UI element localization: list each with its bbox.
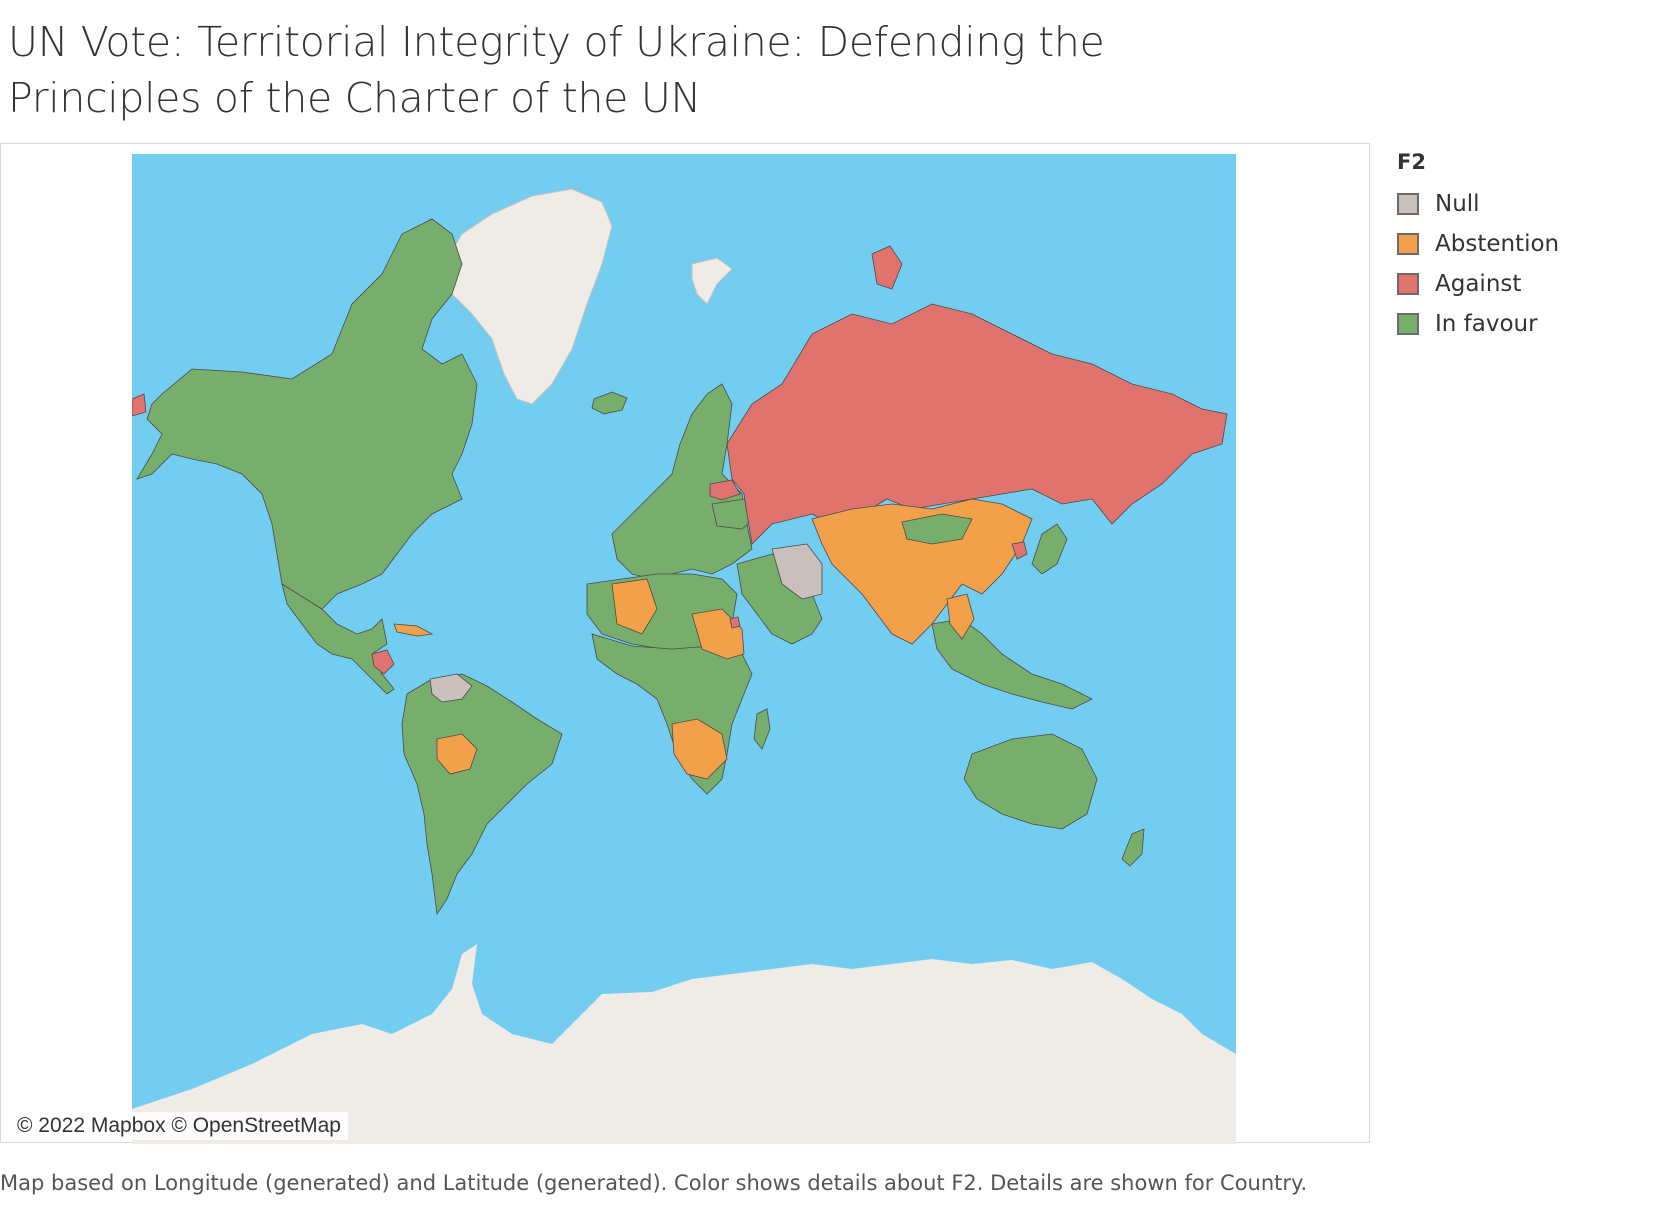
legend: F2 Null Abstention Against In favour — [1397, 150, 1647, 344]
country-russia-novaya-zemlya — [871, 245, 903, 290]
country-southeast-asia — [931, 618, 1093, 710]
legend-item-in-favour[interactable]: In favour — [1397, 304, 1647, 344]
country-algeria — [611, 578, 658, 635]
country-nicaragua — [371, 649, 395, 675]
country-bolivia — [436, 733, 478, 775]
legend-swatch-abstention — [1397, 233, 1419, 255]
country-belarus — [709, 479, 741, 501]
legend-label-null: Null — [1435, 191, 1480, 217]
country-madagascar — [753, 708, 771, 750]
legend-swatch-against — [1397, 273, 1419, 295]
country-new-zealand — [1121, 828, 1145, 867]
country-eritrea — [729, 616, 741, 629]
country-mexico-central-america — [281, 583, 395, 695]
legend-title: F2 — [1397, 150, 1426, 174]
svalbard — [691, 257, 733, 305]
map-caption: Map based on Longitude (generated) and L… — [0, 1171, 1308, 1195]
country-iran — [771, 543, 823, 600]
legend-swatch-in-favour — [1397, 313, 1419, 335]
country-asia-abstain — [811, 498, 1033, 645]
legend-item-abstention[interactable]: Abstention — [1397, 224, 1647, 264]
country-vietnam-laos — [946, 593, 975, 640]
map-attribution[interactable]: © 2022 Mapbox © OpenStreetMap — [10, 1112, 348, 1140]
country-south-america — [401, 673, 563, 916]
chart-title: UN Vote: Territorial Integrity of Ukrain… — [8, 18, 1105, 122]
antarctica — [132, 944, 1236, 1144]
country-iceland — [591, 391, 628, 415]
world-map[interactable] — [132, 154, 1236, 1144]
legend-item-null[interactable]: Null — [1397, 184, 1647, 224]
country-canada-usa — [136, 218, 478, 610]
legend-swatch-null — [1397, 193, 1419, 215]
country-cuba — [393, 623, 434, 637]
country-russia — [726, 303, 1228, 545]
country-australia — [963, 733, 1098, 830]
country-venezuela — [429, 673, 473, 703]
country-southern-africa-abstain — [671, 718, 728, 780]
legend-label-in-favour: In favour — [1435, 311, 1538, 337]
country-north-korea — [1011, 541, 1028, 560]
legend-item-against[interactable]: Against — [1397, 264, 1647, 304]
legend-label-against: Against — [1435, 271, 1522, 297]
country-mongolia — [901, 513, 973, 545]
legend-label-abstention: Abstention — [1435, 231, 1560, 257]
country-russia-chukotka — [132, 393, 147, 417]
country-japan — [1031, 523, 1068, 575]
